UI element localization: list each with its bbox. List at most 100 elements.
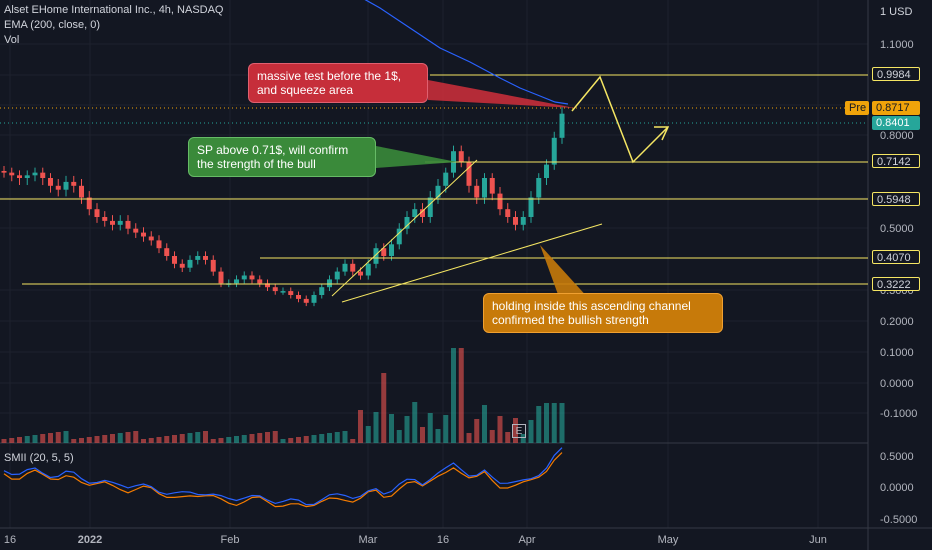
callout-resistance-pointer <box>428 80 575 108</box>
y-tick-label: 0.1000 <box>880 347 914 359</box>
volume-bar <box>210 439 216 443</box>
volume-bar <box>86 437 92 443</box>
candle-body <box>412 209 418 217</box>
volume-bar <box>141 439 146 443</box>
pre-market-label: Pre <box>845 101 869 115</box>
currency-label[interactable]: 1 USD <box>880 6 913 18</box>
volume-bar <box>218 438 224 443</box>
level-tag-3: 0.4070 <box>872 250 920 264</box>
volume-bar <box>497 416 503 443</box>
candle-body <box>40 172 46 178</box>
y-tick-label: 1.1000 <box>880 39 914 51</box>
candle-body <box>48 178 53 186</box>
candle-body <box>559 113 565 138</box>
volume-bar <box>110 434 115 443</box>
candle-body <box>203 256 208 260</box>
last-price-tag: 0.8401 <box>872 116 920 130</box>
candle-body <box>536 178 542 198</box>
x-tick-label: Feb <box>221 534 240 546</box>
volume-bar <box>187 433 193 443</box>
volume-bar <box>427 413 433 443</box>
x-axis-ticks: 16 2022 Feb Mar 16 Apr May Jun <box>4 534 827 546</box>
volume-bar <box>71 439 77 443</box>
volume-bar <box>311 435 317 443</box>
candle-body <box>141 232 146 237</box>
trend-drawings <box>331 75 670 303</box>
volume-bar <box>241 435 247 443</box>
candle-body <box>489 178 495 194</box>
volume-bar <box>559 403 565 443</box>
volume-bar <box>551 403 557 443</box>
horizontal-levels <box>0 74 868 285</box>
x-tick-label: May <box>658 534 679 546</box>
candle-body <box>71 181 77 186</box>
candle-body <box>172 256 177 264</box>
volume-bar <box>203 431 208 443</box>
volume-bar <box>55 432 61 443</box>
candle-body <box>365 263 371 276</box>
candle-body <box>551 137 557 165</box>
earnings-marker[interactable]: E <box>512 424 526 438</box>
x-tick-label: 16 <box>437 534 449 546</box>
candle-body <box>179 263 185 268</box>
candle-body <box>133 228 139 233</box>
volume-bar <box>117 433 123 443</box>
candle-body <box>117 220 123 225</box>
candle-body <box>63 181 69 190</box>
candle-body <box>528 197 534 217</box>
volume-bar <box>528 420 534 443</box>
volume-bar <box>420 427 425 443</box>
volume-bar <box>234 436 239 443</box>
candlesticks <box>1 106 565 307</box>
volume-bar <box>404 416 410 443</box>
smi-tick-label: 0.0000 <box>880 482 914 494</box>
volume-bar <box>249 434 255 443</box>
smi-signal-line <box>3 452 563 508</box>
volume-bar <box>172 435 177 443</box>
ema-line <box>364 0 569 105</box>
candle-body <box>9 172 15 176</box>
y-tick-label: -0.1000 <box>880 408 917 420</box>
candle-body <box>319 287 325 295</box>
volume-bar <box>334 432 340 443</box>
volume-bar <box>327 433 332 443</box>
candle-body <box>443 172 449 186</box>
candle-body <box>303 298 309 303</box>
volume-bar <box>365 426 371 443</box>
candle-body <box>164 248 170 256</box>
volume-bar <box>520 434 526 443</box>
candle-body <box>497 193 503 210</box>
candle-body <box>396 228 402 245</box>
candle-body <box>94 209 100 217</box>
volume-bar <box>102 435 108 443</box>
candle-body <box>520 217 526 225</box>
candle-body <box>420 209 425 217</box>
x-tick-label: 2022 <box>78 534 102 546</box>
x-tick-label: Mar <box>359 534 378 546</box>
volume-bars <box>1 348 565 443</box>
volume-bar <box>164 436 170 443</box>
candle-body <box>125 220 131 229</box>
volume-bar <box>389 414 394 443</box>
candle-body <box>17 175 22 178</box>
symbol-title: Alset EHome International Inc., 4h, NASD… <box>4 4 224 16</box>
volume-bar <box>257 433 263 443</box>
level-tag-4: 0.3222 <box>872 277 920 291</box>
volume-legend: Vol <box>4 34 20 46</box>
smi-legend: SMII (20, 5, 5) <box>4 452 74 464</box>
candle-body <box>32 172 38 176</box>
volume-bar <box>1 439 7 443</box>
volume-bar <box>17 437 22 443</box>
callout-bull: SP above 0.71$, will confirm the strengt… <box>188 137 376 177</box>
volume-bar <box>79 438 84 443</box>
volume-bar <box>466 433 472 443</box>
candle-body <box>389 244 394 256</box>
volume-bar <box>303 436 309 443</box>
volume-bar <box>544 403 549 443</box>
volume-bar <box>32 435 38 443</box>
callout-bull-pointer <box>376 146 457 168</box>
volume-bar <box>458 348 464 443</box>
candle-body <box>381 248 387 256</box>
